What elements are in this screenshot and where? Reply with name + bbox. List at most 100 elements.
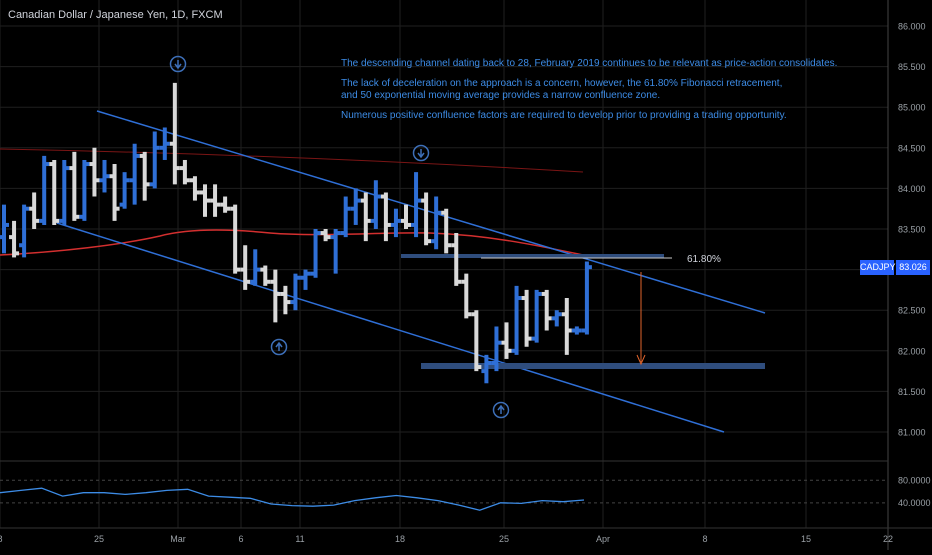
price-tick-label: 84.500 <box>898 143 926 153</box>
channel-upper-line <box>96 110 766 314</box>
time-axis: 8 25 Mar 6 11 18 25 Apr 8 15 22 <box>0 534 893 544</box>
oscillator-line <box>0 487 585 511</box>
ohlc-bar <box>139 151 150 201</box>
price-tick-label: 85.000 <box>898 103 926 113</box>
ohlc-bars <box>0 82 592 384</box>
ohlc-bar <box>19 204 30 258</box>
ohlc-bar <box>451 233 462 286</box>
fib-zone <box>401 254 664 258</box>
note-line-2a: The lack of deceleration on the approach… <box>341 78 783 89</box>
ohlc-bar <box>0 204 9 254</box>
ohlc-bar <box>350 188 361 225</box>
ohlc-bar <box>411 172 422 238</box>
up-arrow-icon <box>270 338 288 356</box>
ohlc-bar <box>149 131 160 189</box>
ohlc-bar <box>501 322 512 359</box>
down-arrow-icon-ring <box>412 144 430 162</box>
down-arrow-icon <box>412 144 430 162</box>
price-tick-label: 82.000 <box>898 346 926 356</box>
ohlc-bar <box>49 159 60 225</box>
price-badge-symbol: CADJPY <box>860 260 896 275</box>
down-arrow-icon-glyph <box>174 60 182 70</box>
price-tick-label: 85.500 <box>898 62 926 72</box>
ohlc-bar <box>571 326 582 335</box>
ohlc-bar <box>260 265 271 286</box>
ohlc-bar <box>551 310 562 327</box>
ohlc-bar <box>330 229 341 274</box>
ohlc-bar <box>581 261 592 335</box>
time-tick-label: 18 <box>395 534 405 544</box>
ohlc-bar <box>119 172 130 209</box>
down-arrow-icon-ring <box>169 55 187 73</box>
ohlc-bar <box>300 269 311 290</box>
up-arrow-icon-ring <box>270 338 288 356</box>
price-badge: CADJPY 83.026 <box>860 260 931 275</box>
ohlc-bar <box>390 208 401 238</box>
up-arrow-icon-glyph <box>275 341 283 351</box>
ohlc-bar <box>29 192 40 229</box>
ohlc-bar <box>129 143 140 205</box>
ohlc-bar <box>471 310 482 372</box>
price-tick-label: 86.000 <box>898 22 926 32</box>
ohlc-bar <box>220 196 231 213</box>
ohlc-bar <box>189 176 200 201</box>
ohlc-bar <box>491 326 502 372</box>
price-badge-value: 83.026 <box>896 260 930 275</box>
ohlc-bar <box>9 220 20 258</box>
down-arrow-icon-glyph <box>417 149 425 159</box>
ohlc-bar <box>240 245 251 290</box>
up-arrow-icon-glyph <box>497 404 505 414</box>
price-tick-label: 83.500 <box>898 225 926 235</box>
price-tick-label: 81.500 <box>898 387 926 397</box>
ohlc-bar <box>89 147 100 197</box>
ohlc-bar <box>280 285 291 315</box>
ohlc-bar <box>39 155 50 225</box>
ohlc-bar <box>69 151 80 221</box>
chart-title: Canadian Dollar / Japanese Yen, 1D, FXCM <box>8 9 223 21</box>
time-tick-label: Mar <box>170 534 186 544</box>
up-arrow-icon <box>492 401 510 419</box>
ohlc-bar <box>340 196 351 238</box>
ohlc-bar <box>270 269 281 323</box>
ohlc-bar <box>159 127 170 160</box>
ohlc-bar <box>531 289 542 343</box>
ohlc-bar <box>109 164 120 221</box>
ohlc-bar <box>99 159 110 193</box>
ohlc-bar <box>169 82 180 185</box>
ohlc-bar <box>250 249 261 286</box>
price-tick-label: 84.000 <box>898 184 926 194</box>
ohlc-bar <box>370 180 381 229</box>
ohlc-bar <box>290 273 301 311</box>
ema-200-line <box>0 148 584 173</box>
ohlc-bar <box>360 192 371 242</box>
ohlc-bar <box>59 159 70 225</box>
time-tick-label: 25 <box>94 534 104 544</box>
ohlc-bar <box>401 204 411 229</box>
note-line-1: The descending channel dating back to 28… <box>341 58 838 69</box>
ohlc-bar <box>521 289 532 347</box>
time-tick-label: 15 <box>801 534 811 544</box>
note-line-3: Numerous positive confluence factors are… <box>341 110 787 121</box>
time-tick-label: 11 <box>295 534 304 544</box>
fib-label: 61.80% <box>687 254 721 265</box>
time-tick-label: 22 <box>883 534 893 544</box>
ema-50-line <box>0 229 584 256</box>
ohlc-bar <box>200 184 210 217</box>
grid-lines <box>0 0 889 528</box>
ohlc-bar <box>310 229 321 278</box>
time-tick-label: 6 <box>238 534 243 544</box>
channel-lower-line <box>56 222 725 433</box>
osc-tick-label: 80.0000 <box>898 475 931 485</box>
price-tick-label: 81.000 <box>898 428 926 438</box>
time-tick-label: Apr <box>596 534 610 544</box>
ohlc-bar <box>230 204 241 274</box>
ohlc-bar <box>421 192 432 246</box>
ohlc-bar <box>380 192 391 242</box>
ohlc-bar <box>441 208 452 254</box>
analysis-notes: The descending channel dating back to 28… <box>341 58 837 130</box>
time-tick-label: 25 <box>499 534 509 544</box>
time-tick-label: 8 <box>702 534 707 544</box>
ohlc-bar <box>511 285 522 355</box>
